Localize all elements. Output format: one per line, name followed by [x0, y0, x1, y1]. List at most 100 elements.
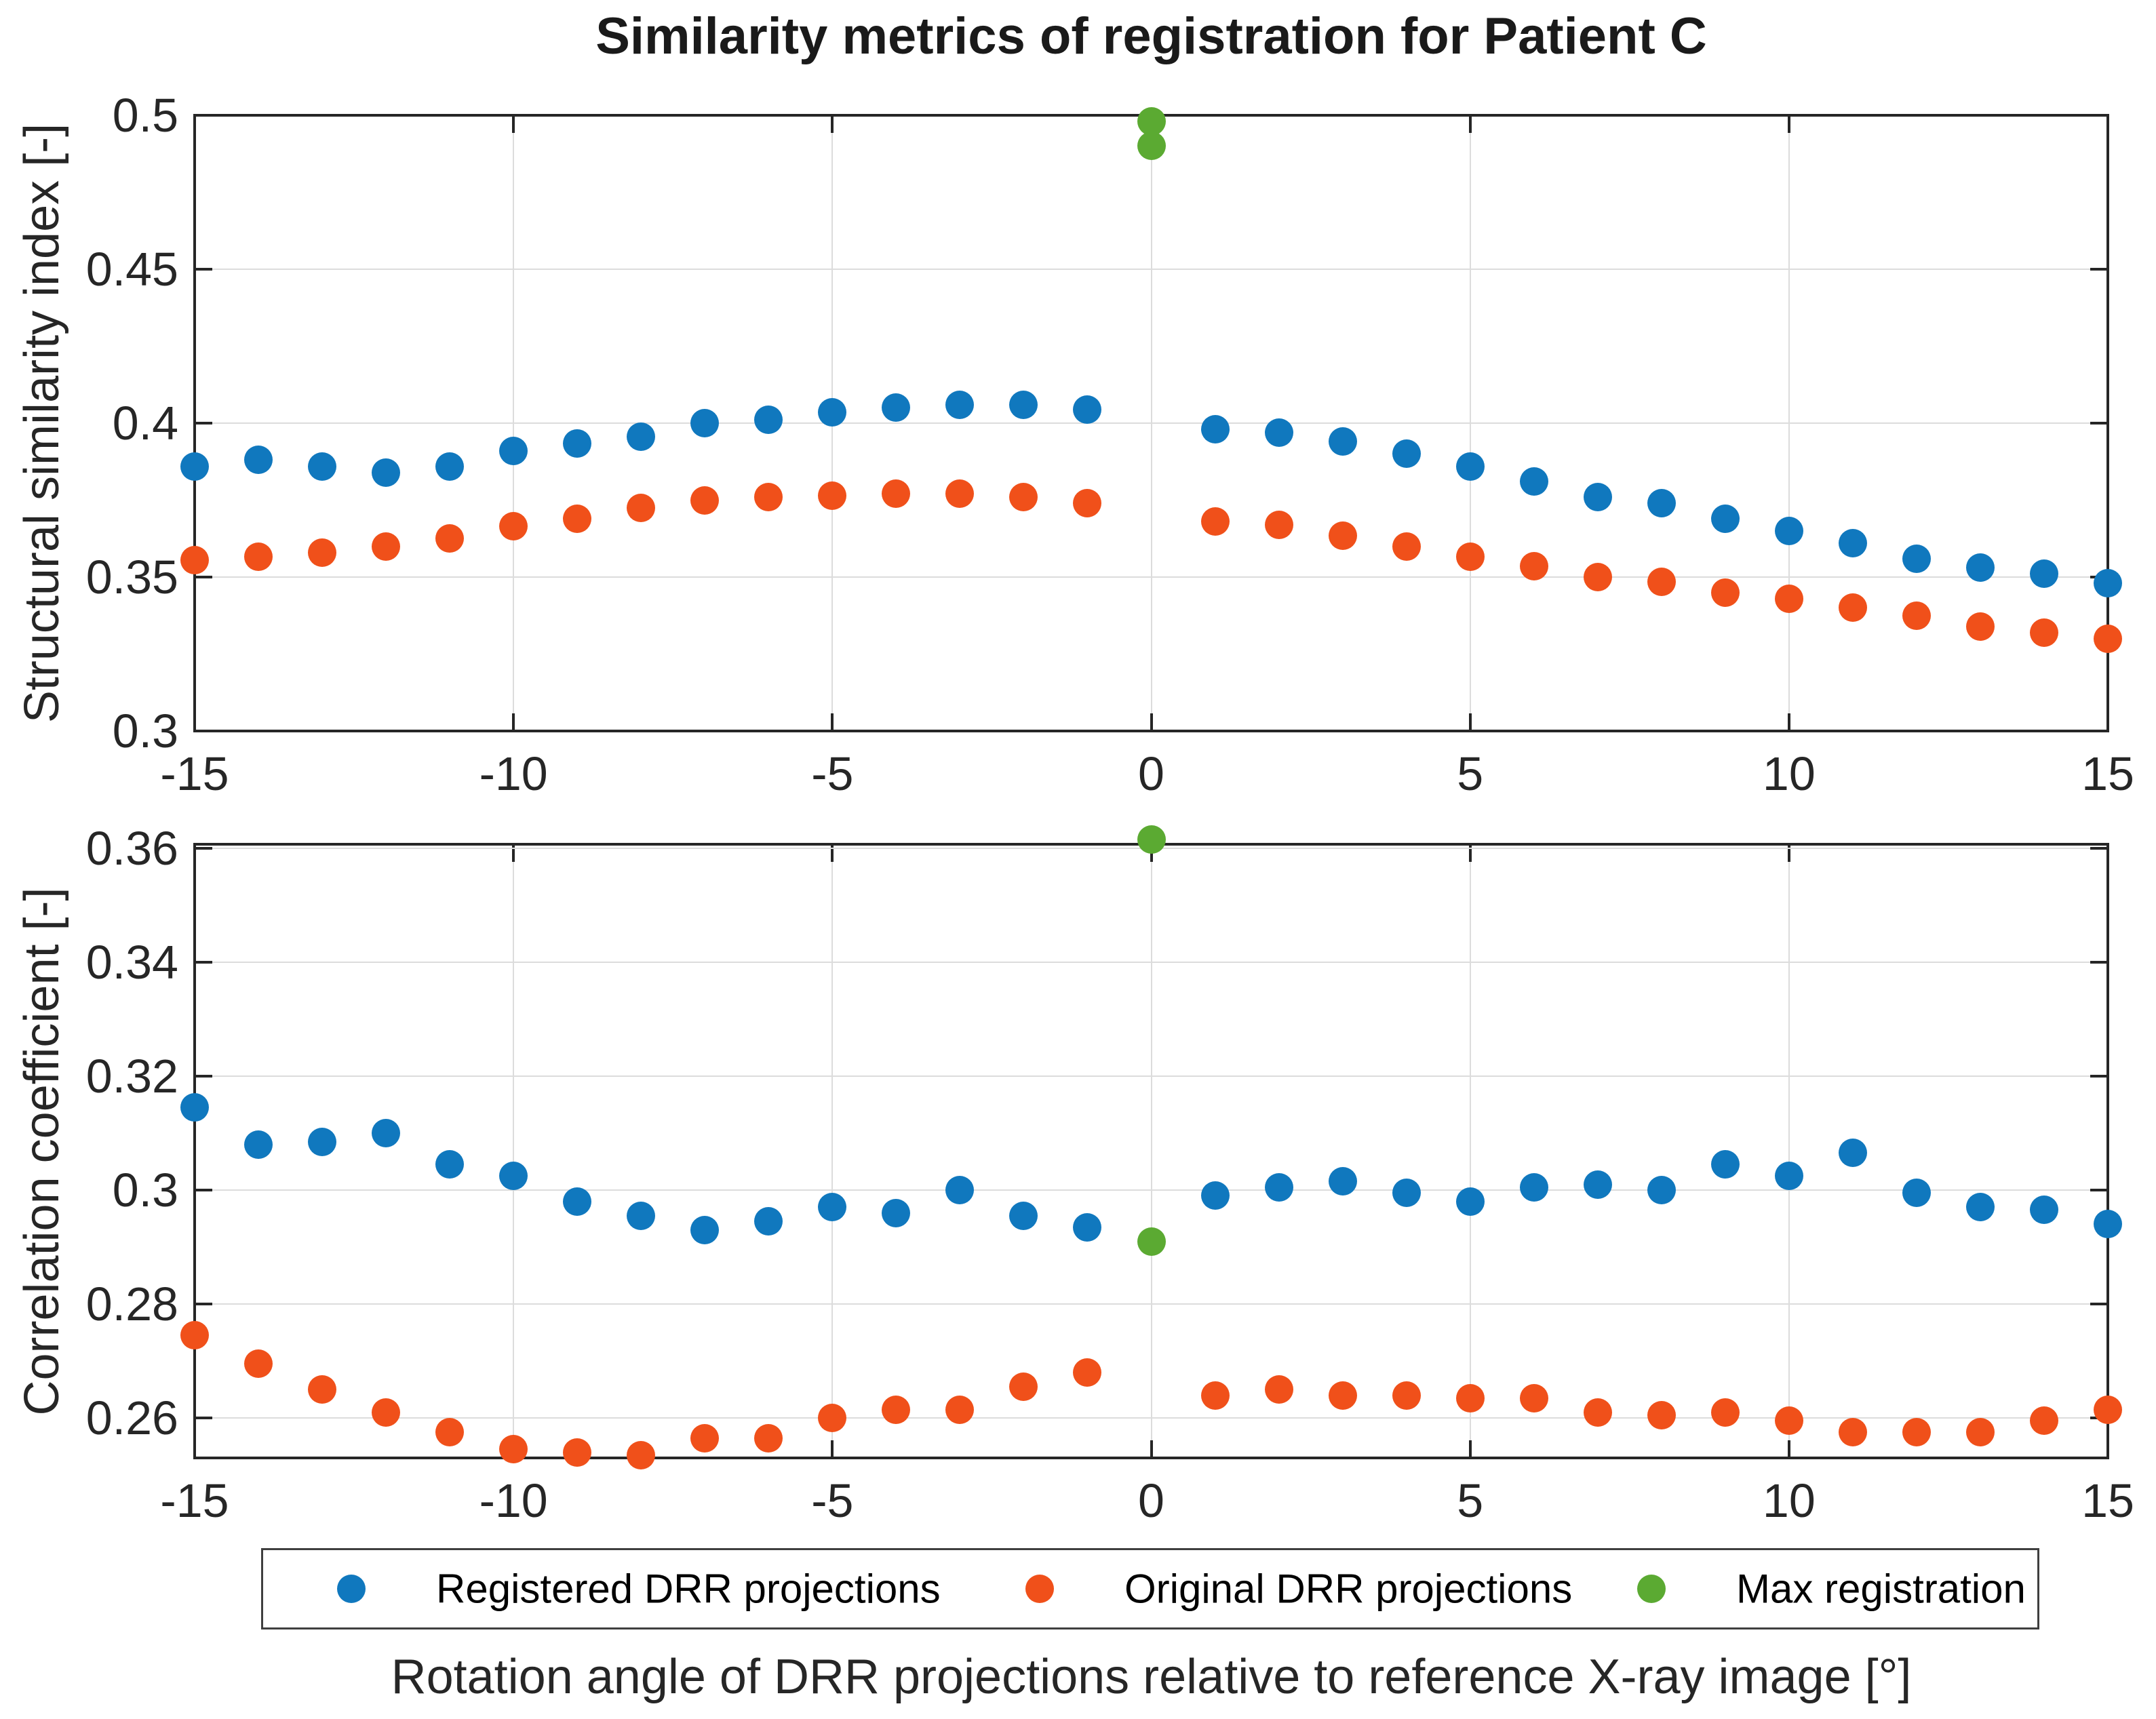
data-point	[2094, 569, 2122, 598]
data-point	[818, 398, 847, 427]
y-gridline	[195, 961, 2108, 963]
x-tick-mark	[1468, 713, 1472, 731]
data-point	[563, 504, 592, 533]
data-point	[1264, 510, 1293, 539]
y-tick-mark	[195, 576, 212, 578]
data-point	[1073, 1212, 1102, 1242]
data-point	[308, 452, 337, 481]
x-gridline	[1788, 844, 1790, 1458]
data-point	[627, 422, 656, 452]
x-tick-mark	[1150, 713, 1153, 731]
data-point	[1838, 1418, 1867, 1447]
y-tick-label: 0.26	[85, 1391, 178, 1445]
y-tick-mark	[2090, 1303, 2108, 1306]
data-point	[1519, 467, 1548, 496]
data-point	[818, 1193, 847, 1222]
data-point	[2029, 1196, 2058, 1225]
data-point	[1583, 1170, 1612, 1199]
data-point	[1455, 542, 1485, 572]
y-gridline	[195, 269, 2108, 270]
x-tick-label: 15	[2081, 747, 2134, 800]
x-tick-label: 15	[2081, 1474, 2134, 1527]
y-tick-mark	[2090, 114, 2108, 117]
data-point	[1965, 1193, 1995, 1222]
data-point	[372, 532, 401, 561]
x-tick-mark	[1468, 1440, 1472, 1458]
data-point	[1965, 1418, 1995, 1447]
data-point	[2094, 624, 2122, 653]
x-tick-mark	[512, 713, 515, 731]
data-point	[1455, 1383, 1485, 1412]
data-point	[1392, 1179, 1421, 1208]
y-tick-mark	[195, 422, 212, 424]
y-tick-mark	[2090, 960, 2108, 964]
x-tick-label: 10	[1762, 747, 1816, 800]
data-point	[1838, 593, 1867, 623]
data-point	[180, 546, 209, 575]
legend-marker-icon	[1637, 1575, 1666, 1603]
data-point	[945, 479, 975, 509]
data-point	[1009, 1372, 1038, 1401]
data-point	[1073, 1358, 1102, 1387]
x-tick-mark	[1468, 115, 1472, 133]
data-point	[435, 1418, 465, 1447]
data-point	[244, 542, 273, 572]
data-point	[2029, 1406, 2058, 1436]
data-point	[1710, 578, 1740, 607]
data-point	[754, 482, 783, 511]
x-tick-mark	[193, 844, 196, 862]
data-point	[627, 1440, 656, 1469]
y-gridline	[195, 422, 2108, 424]
data-point	[1392, 439, 1421, 469]
y-gridline	[195, 1417, 2108, 1419]
data-point	[1710, 1398, 1740, 1427]
data-point	[1902, 544, 1931, 573]
data-point	[1455, 1187, 1485, 1216]
data-point	[563, 1187, 592, 1216]
y-gridline	[195, 576, 2108, 578]
y-tick-mark	[2090, 1075, 2108, 1078]
legend-item-label: Registered DRR projections	[436, 1566, 941, 1612]
y-tick-label: 0.4	[112, 397, 178, 450]
data-point	[945, 1176, 975, 1205]
data-point	[244, 1349, 273, 1379]
y-gridline	[195, 1075, 2108, 1077]
x-gridline	[1150, 844, 1152, 1458]
data-point	[499, 436, 528, 465]
x-tick-mark	[2106, 1440, 2109, 1458]
data-point	[180, 452, 209, 481]
y-tick-mark	[195, 268, 212, 271]
y-tick-label: 0.3	[112, 705, 178, 757]
data-point	[882, 479, 911, 509]
data-point	[882, 1395, 911, 1424]
x-gridline	[513, 844, 515, 1458]
x-tick-mark	[2106, 844, 2109, 862]
data-point	[308, 538, 337, 567]
legend-marker-icon	[337, 1575, 366, 1603]
x-tick-mark	[831, 115, 834, 133]
x-tick-mark	[193, 1440, 196, 1458]
legend-item-label: Max registration	[1736, 1566, 2026, 1612]
y-tick-mark	[195, 1417, 212, 1420]
y-tick-label: 0.5	[112, 89, 178, 142]
y-tick-label: 0.34	[85, 935, 178, 989]
x-tick-mark	[2106, 115, 2109, 133]
x-tick-label: -10	[479, 747, 548, 800]
x-tick-label: 0	[1138, 1474, 1164, 1527]
data-point	[499, 1162, 528, 1191]
data-point	[499, 512, 528, 541]
data-point	[1009, 1201, 1038, 1230]
data-point	[754, 1423, 783, 1453]
data-point	[1455, 452, 1485, 481]
data-point	[1902, 1418, 1931, 1447]
data-point	[1009, 390, 1038, 419]
x-tick-mark	[1787, 1440, 1790, 1458]
data-point	[1137, 132, 1166, 161]
x-tick-mark	[831, 1440, 834, 1458]
data-point	[1965, 612, 1995, 641]
x-tick-label: -5	[811, 1474, 854, 1527]
y-tick-mark	[2090, 1189, 2108, 1192]
x-tick-mark	[193, 713, 196, 731]
data-point	[1328, 1381, 1357, 1410]
